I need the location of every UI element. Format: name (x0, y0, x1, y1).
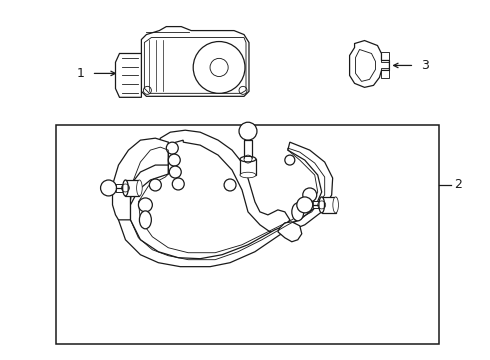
Bar (244, 140, 252, 158)
Circle shape (245, 160, 255, 170)
Ellipse shape (333, 197, 339, 213)
Circle shape (193, 41, 245, 93)
Bar (125, 180, 140, 196)
Circle shape (168, 154, 180, 166)
Circle shape (285, 155, 295, 165)
Circle shape (149, 179, 161, 191)
Circle shape (166, 142, 178, 154)
Bar (313, 201, 327, 208)
Bar (56, 125, 439, 345)
Ellipse shape (122, 180, 128, 196)
Text: 2: 2 (454, 179, 462, 192)
Polygon shape (142, 27, 249, 96)
Polygon shape (116, 54, 142, 97)
Bar (117, 184, 130, 192)
Circle shape (303, 188, 317, 202)
Circle shape (172, 178, 184, 190)
Circle shape (138, 198, 152, 212)
Polygon shape (119, 142, 333, 267)
Polygon shape (113, 138, 168, 220)
Ellipse shape (140, 211, 151, 229)
Ellipse shape (319, 197, 324, 213)
Bar (322, 197, 336, 213)
Text: 1: 1 (77, 67, 85, 80)
Ellipse shape (240, 156, 256, 162)
Ellipse shape (137, 180, 142, 196)
Polygon shape (278, 222, 302, 242)
Circle shape (297, 197, 313, 213)
Circle shape (169, 166, 181, 178)
Bar (240, 159, 256, 175)
Circle shape (239, 122, 257, 140)
Ellipse shape (240, 172, 256, 178)
Polygon shape (158, 130, 290, 232)
Text: 3: 3 (421, 59, 429, 72)
Polygon shape (349, 41, 390, 87)
Ellipse shape (292, 203, 304, 221)
Circle shape (100, 180, 117, 196)
Circle shape (224, 179, 236, 191)
